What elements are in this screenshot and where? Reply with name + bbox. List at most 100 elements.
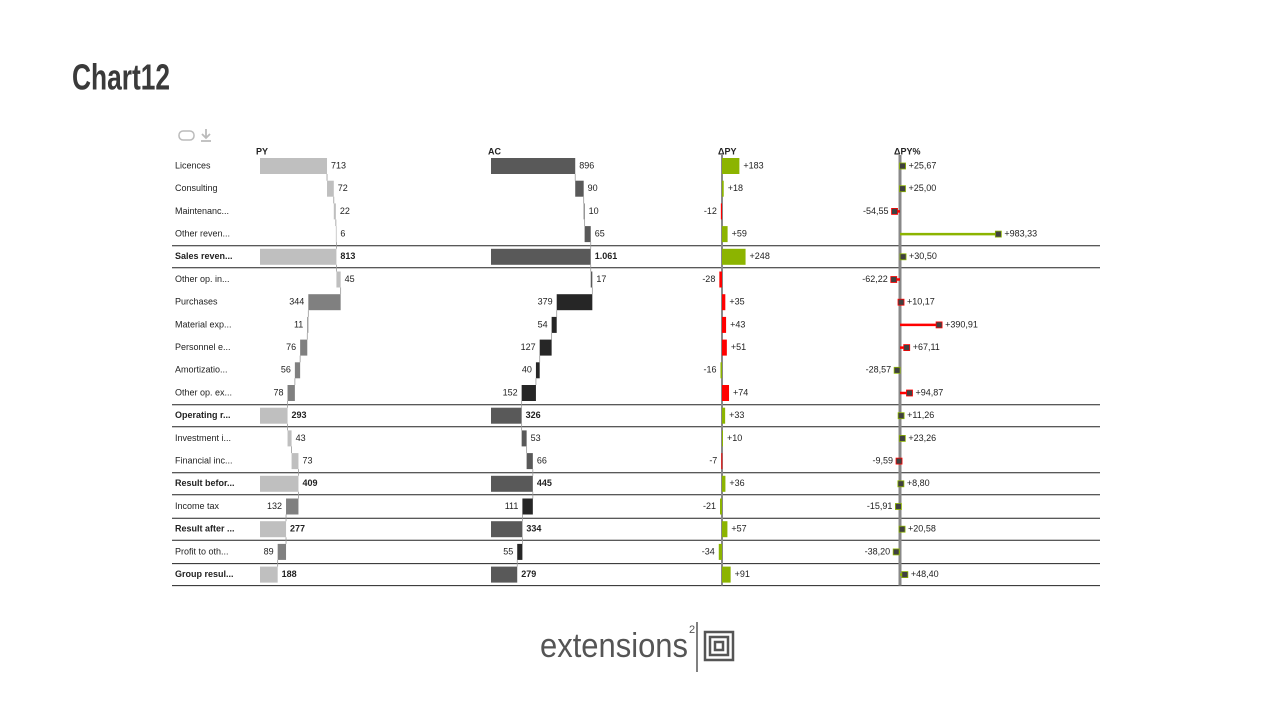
- value-label: 22: [340, 206, 350, 216]
- delta-bar: [722, 430, 723, 447]
- pin-marker: [898, 525, 906, 533]
- row-label: Result befor...: [175, 478, 235, 488]
- row-label: Other reven...: [175, 228, 230, 238]
- row-label: Purchases: [175, 297, 218, 307]
- delta-label: +57: [731, 524, 746, 534]
- delta-bar: [722, 407, 726, 424]
- delta-bar: [722, 385, 730, 401]
- value-label: 111: [505, 501, 519, 511]
- bar: [333, 203, 336, 220]
- row-label: Personnel e...: [175, 342, 231, 352]
- value-label: 89: [264, 546, 274, 556]
- pin-marker: [895, 457, 903, 465]
- row-label: Financial inc...: [175, 455, 233, 465]
- logo: extensions 2: [540, 622, 735, 672]
- value-label: 896: [579, 160, 594, 170]
- delta-label: +59: [732, 228, 747, 238]
- download-icon[interactable]: [201, 129, 211, 142]
- column-header: PY: [256, 146, 268, 156]
- value-label: 54: [538, 319, 548, 329]
- delta-label: +51: [731, 342, 746, 352]
- delta-label: -28: [702, 274, 715, 284]
- bar: [583, 203, 585, 220]
- column-header: ΔPY: [718, 146, 736, 156]
- delta-label: -7: [709, 455, 717, 465]
- pin-label: +11,26: [907, 410, 934, 420]
- brand-superscript: 2: [689, 624, 695, 636]
- bar: [308, 294, 341, 311]
- chart: PY AC ΔPY ΔPY% Licences Consulting Maintenanc.…: [172, 146, 1100, 587]
- value-label: 293: [292, 410, 307, 420]
- bar: [291, 453, 299, 470]
- value-label: 188: [282, 569, 297, 579]
- value-label: 409: [302, 478, 317, 488]
- value-label: 127: [521, 342, 536, 352]
- pin-marker: [897, 412, 905, 420]
- pin-label: +20,58: [908, 524, 936, 534]
- bar: [287, 385, 295, 401]
- bar: [277, 543, 287, 560]
- pin-label: -28,57: [866, 365, 892, 375]
- bar: [286, 498, 299, 515]
- pin-label: +10,17: [907, 297, 935, 307]
- bar: [521, 385, 536, 401]
- bar: [584, 226, 591, 243]
- delta-label: +43: [730, 319, 745, 329]
- row-label: Operating r...: [175, 410, 231, 420]
- bar: [260, 521, 287, 538]
- row-label: Result after ...: [175, 524, 235, 534]
- bar: [294, 362, 301, 379]
- pin-label: +8,80: [907, 478, 930, 488]
- row-label: Income tax: [175, 501, 220, 511]
- value-label: 65: [595, 228, 605, 238]
- value-label: 90: [588, 183, 598, 193]
- bar: [260, 248, 337, 265]
- bar: [590, 271, 593, 288]
- value-label: 379: [538, 297, 553, 307]
- value-label: 45: [345, 274, 355, 284]
- toolbar[interactable]: [178, 129, 211, 142]
- pin-label: +30,50: [909, 251, 937, 261]
- comment-icon[interactable]: [178, 130, 195, 141]
- pin-marker: [899, 162, 906, 170]
- value-label: 56: [281, 365, 291, 375]
- value-label: 10: [589, 206, 599, 216]
- bar: [521, 430, 527, 447]
- pin-label: +94,87: [915, 387, 943, 397]
- delta-label: -12: [704, 206, 717, 216]
- value-label: 17: [596, 274, 606, 284]
- value-label: 11: [294, 319, 303, 329]
- row-label: Investment i...: [175, 433, 231, 443]
- brand: extensions: [540, 627, 688, 665]
- row-label: Other op. in...: [175, 274, 230, 284]
- value-label: 713: [331, 160, 346, 170]
- row-label: Licences: [175, 160, 211, 170]
- pin-marker: [994, 230, 1002, 238]
- bar: [539, 339, 552, 356]
- pin-marker: [899, 185, 906, 193]
- value-label: 72: [338, 183, 348, 193]
- row-label: Material exp...: [175, 319, 232, 329]
- pin-marker: [890, 276, 898, 283]
- bar: [491, 248, 591, 265]
- pin-marker: [901, 571, 909, 578]
- bar: [260, 566, 278, 583]
- bar: [307, 316, 309, 333]
- pin-marker: [903, 344, 911, 352]
- pin-marker: [899, 253, 907, 261]
- row-label: Consulting: [175, 183, 218, 193]
- bar: [517, 543, 523, 560]
- bar: [260, 407, 288, 424]
- value-label: 277: [290, 524, 305, 534]
- value-label: 66: [537, 455, 547, 465]
- pin-marker: [898, 434, 906, 442]
- bar: [335, 226, 337, 243]
- delta-bar: [722, 180, 724, 197]
- pin-label: -62,22: [862, 274, 888, 284]
- delta-bar: [722, 339, 727, 356]
- delta-bar: [722, 316, 727, 333]
- value-label: 1.061: [595, 251, 618, 261]
- value-label: 334: [526, 524, 541, 534]
- row-label: Group resul...: [175, 569, 234, 579]
- delta-label: -34: [702, 546, 715, 556]
